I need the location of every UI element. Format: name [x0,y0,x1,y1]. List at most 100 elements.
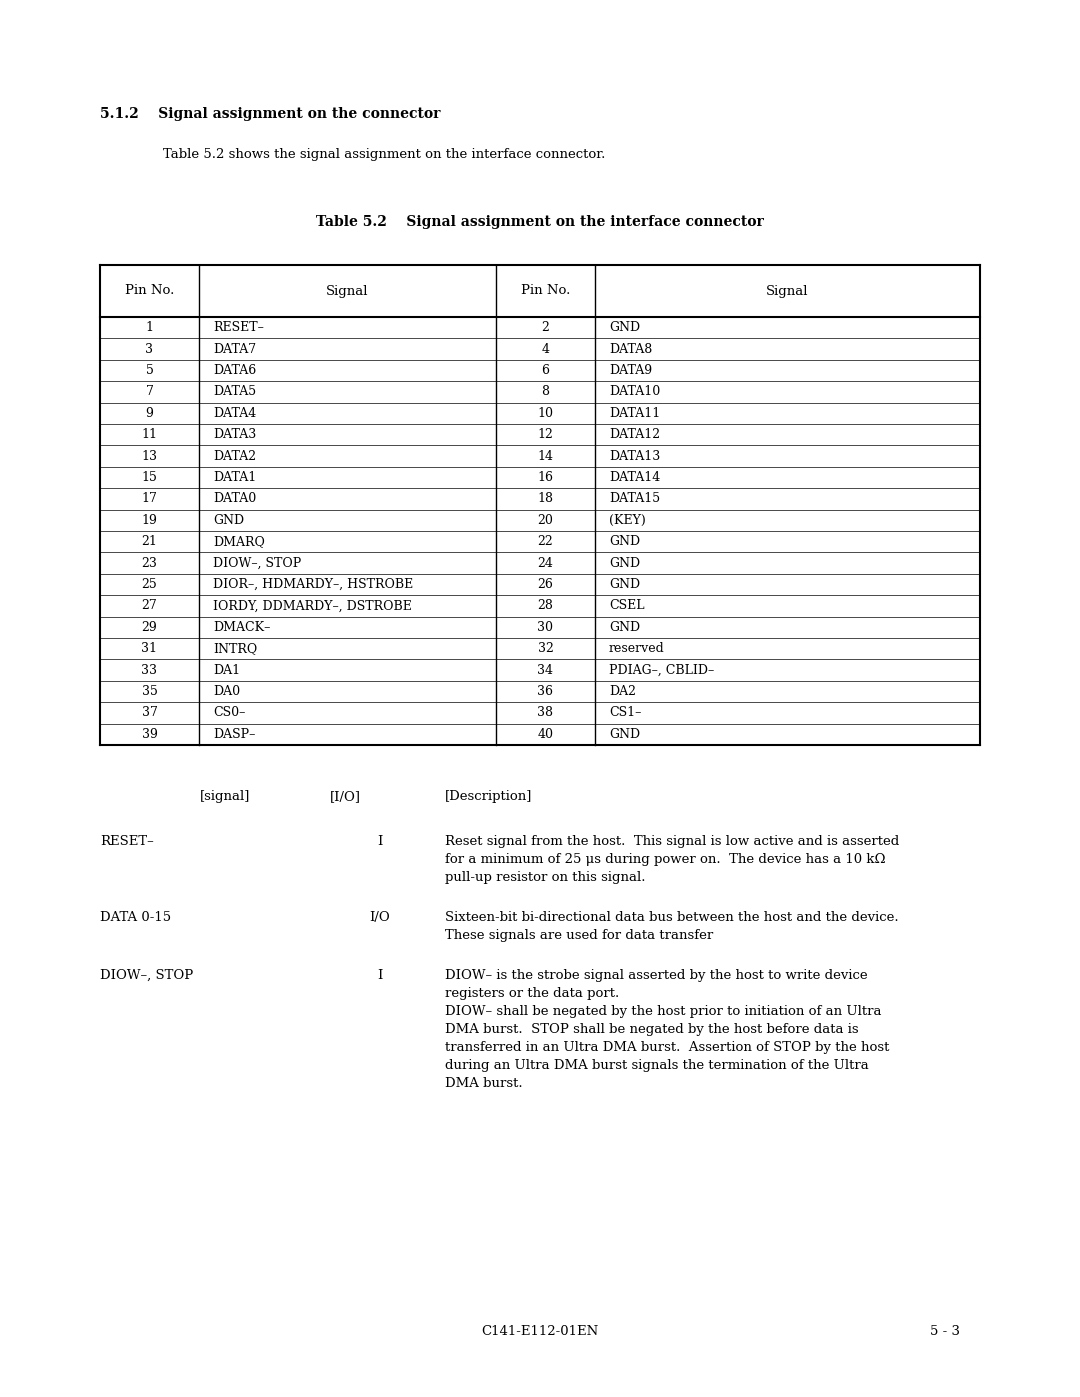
Text: 8: 8 [541,386,550,398]
Text: 29: 29 [141,620,158,634]
Text: [I/O]: [I/O] [330,789,361,803]
Text: PDIAG–, CBLID–: PDIAG–, CBLID– [609,664,714,676]
Text: reserved: reserved [609,643,665,655]
Text: 12: 12 [538,429,553,441]
Text: 2: 2 [541,321,550,334]
Text: 21: 21 [141,535,158,548]
Text: DA2: DA2 [609,685,636,698]
Text: DATA13: DATA13 [609,450,660,462]
Text: CS1–: CS1– [609,707,642,719]
Text: DMA burst.: DMA burst. [445,1077,523,1090]
Text: 14: 14 [538,450,554,462]
Text: DATA 0-15: DATA 0-15 [100,911,171,923]
Text: DATA8: DATA8 [609,342,652,356]
Text: GND: GND [609,620,640,634]
Text: I: I [377,835,382,848]
Text: 5: 5 [146,365,153,377]
Text: 6: 6 [541,365,550,377]
Text: 20: 20 [538,514,553,527]
Text: DATA7: DATA7 [213,342,256,356]
Text: Signal: Signal [766,285,809,298]
Text: (KEY): (KEY) [609,514,646,527]
Text: CSEL: CSEL [609,599,645,612]
Text: 26: 26 [538,578,553,591]
Text: DATA10: DATA10 [609,386,660,398]
Text: DATA6: DATA6 [213,365,256,377]
Text: 7: 7 [146,386,153,398]
Text: 18: 18 [538,492,554,506]
Text: GND: GND [609,535,640,548]
Text: DATA14: DATA14 [609,471,660,483]
Text: DMACK–: DMACK– [213,620,270,634]
Text: DIOW– shall be negated by the host prior to initiation of an Ultra: DIOW– shall be negated by the host prior… [445,1004,881,1018]
Text: 22: 22 [538,535,553,548]
Text: DATA4: DATA4 [213,407,256,420]
Text: for a minimum of 25 μs during power on.  The device has a 10 kΩ: for a minimum of 25 μs during power on. … [445,854,886,866]
Text: 1: 1 [146,321,153,334]
Text: 4: 4 [541,342,550,356]
Text: DA1: DA1 [213,664,240,676]
Text: 13: 13 [141,450,158,462]
Text: Table 5.2    Signal assignment on the interface connector: Table 5.2 Signal assignment on the inter… [316,215,764,229]
Text: DMARQ: DMARQ [213,535,265,548]
Text: GND: GND [609,321,640,334]
Text: 10: 10 [538,407,554,420]
Text: DIOR–, HDMARDY–, HSTROBE: DIOR–, HDMARDY–, HSTROBE [213,578,414,591]
Text: 19: 19 [141,514,158,527]
Text: GND: GND [609,578,640,591]
Text: 5.1.2    Signal assignment on the connector: 5.1.2 Signal assignment on the connector [100,108,441,122]
Text: DATA2: DATA2 [213,450,256,462]
Text: CS0–: CS0– [213,707,245,719]
Text: DATA1: DATA1 [213,471,256,483]
Text: DIOW– is the strobe signal asserted by the host to write device: DIOW– is the strobe signal asserted by t… [445,970,867,982]
Text: 37: 37 [141,707,158,719]
Text: DA0: DA0 [213,685,240,698]
Text: [signal]: [signal] [200,789,251,803]
Text: Table 5.2 shows the signal assignment on the interface connector.: Table 5.2 shows the signal assignment on… [163,148,606,161]
Text: IORDY, DDMARDY–, DSTROBE: IORDY, DDMARDY–, DSTROBE [213,599,411,612]
Text: 3: 3 [146,342,153,356]
Text: Signal: Signal [326,285,368,298]
Text: These signals are used for data transfer: These signals are used for data transfer [445,929,713,942]
Text: 34: 34 [538,664,554,676]
Text: 31: 31 [141,643,158,655]
Text: GND: GND [609,556,640,570]
Text: 40: 40 [538,728,554,740]
Text: 25: 25 [141,578,158,591]
Text: Pin No.: Pin No. [125,285,174,298]
Text: 30: 30 [538,620,554,634]
Text: GND: GND [213,514,244,527]
Text: DMA burst.  STOP shall be negated by the host before data is: DMA burst. STOP shall be negated by the … [445,1023,859,1037]
Text: during an Ultra DMA burst signals the termination of the Ultra: during an Ultra DMA burst signals the te… [445,1059,868,1071]
Text: DATA12: DATA12 [609,429,660,441]
Text: 24: 24 [538,556,553,570]
Text: DATA0: DATA0 [213,492,256,506]
Text: 33: 33 [141,664,158,676]
Text: registers or the data port.: registers or the data port. [445,988,619,1000]
Text: RESET–: RESET– [100,835,153,848]
Text: GND: GND [609,728,640,740]
Text: RESET–: RESET– [213,321,264,334]
Text: 11: 11 [141,429,158,441]
Text: 5 - 3: 5 - 3 [930,1324,960,1338]
Text: DASP–: DASP– [213,728,255,740]
Text: 23: 23 [141,556,158,570]
Text: I: I [377,970,382,982]
Text: transferred in an Ultra DMA burst.  Assertion of STOP by the host: transferred in an Ultra DMA burst. Asser… [445,1041,889,1053]
Text: 39: 39 [141,728,158,740]
Text: 27: 27 [141,599,158,612]
Text: DATA3: DATA3 [213,429,256,441]
Text: 17: 17 [141,492,158,506]
Text: I/O: I/O [369,911,390,923]
Text: C141-E112-01EN: C141-E112-01EN [482,1324,598,1338]
Text: INTRQ: INTRQ [213,643,257,655]
Text: DATA11: DATA11 [609,407,660,420]
Text: 16: 16 [538,471,554,483]
Text: 9: 9 [146,407,153,420]
Text: pull-up resistor on this signal.: pull-up resistor on this signal. [445,870,646,884]
Text: 36: 36 [538,685,554,698]
Text: [Description]: [Description] [445,789,532,803]
Text: 32: 32 [538,643,553,655]
Text: 15: 15 [141,471,158,483]
Text: Pin No.: Pin No. [521,285,570,298]
